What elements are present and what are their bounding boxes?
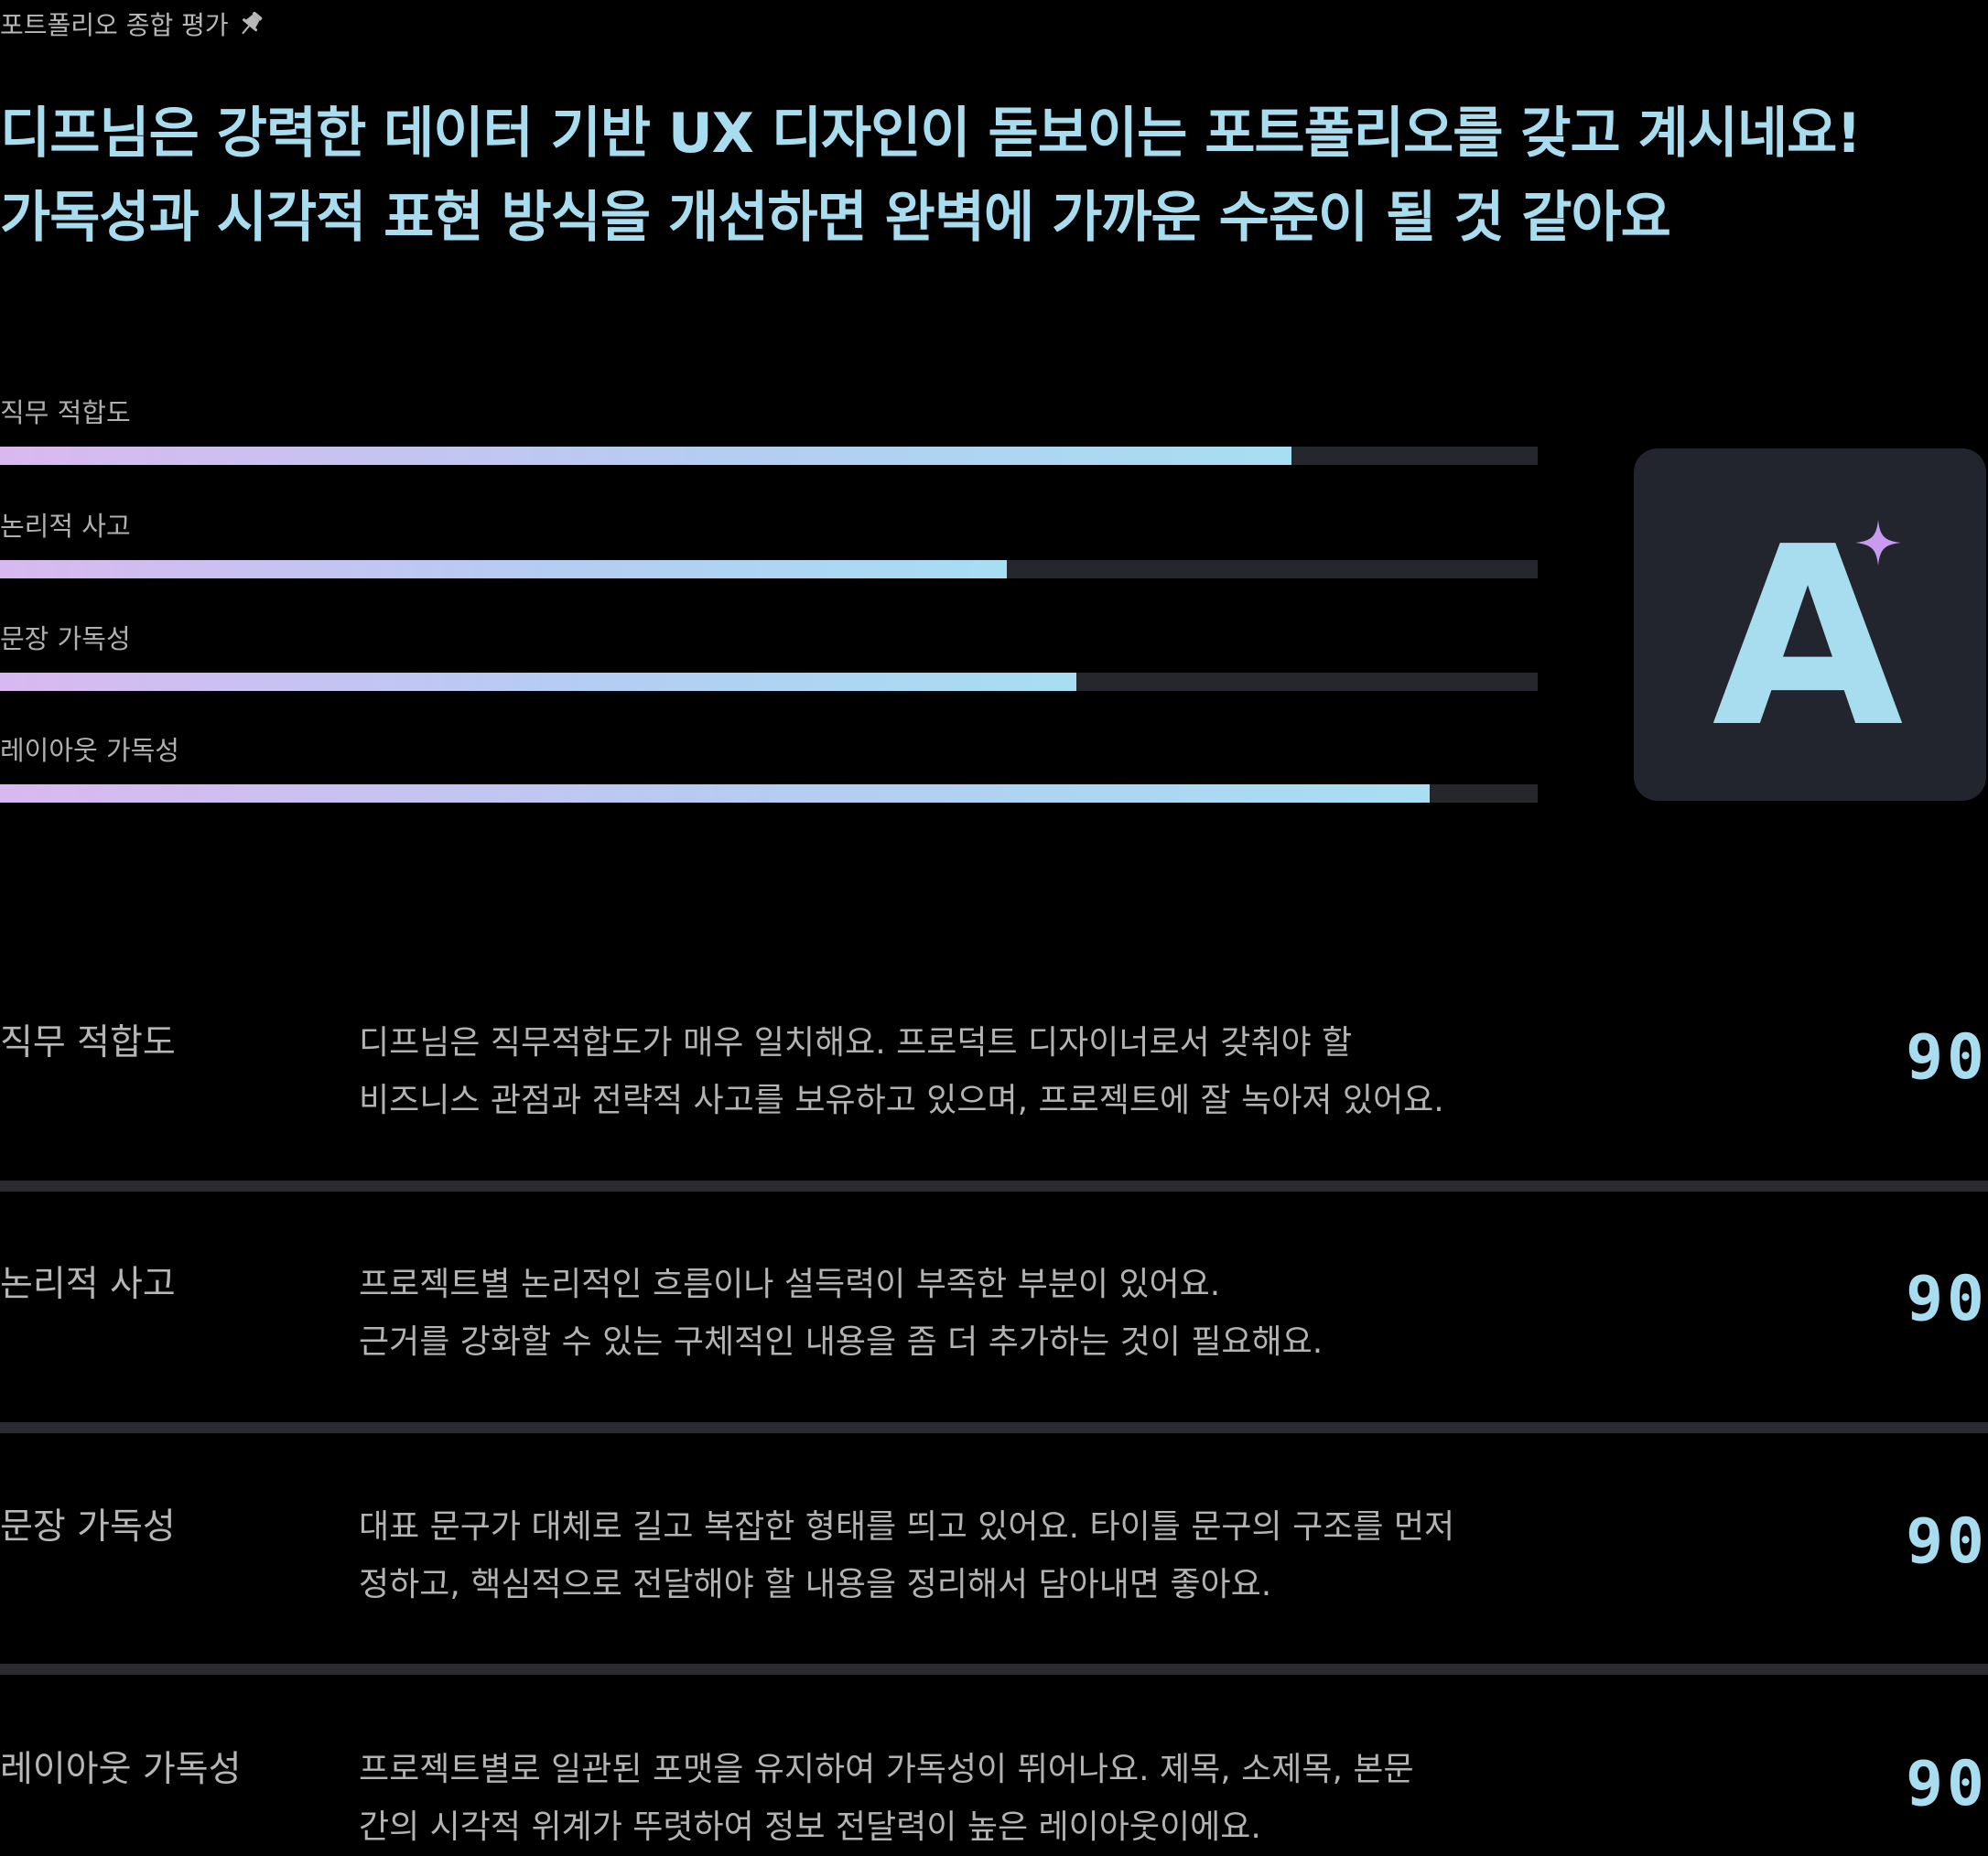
evaluation-description-line: 프로젝트별로 일관된 포맷을 유지하여 가독성이 뛰어나요. 제목, 소제목, … [359,1751,1414,1788]
metric-label: 논리적 사고 [0,511,131,542]
evaluation-description-line: 대표 문구가 대체로 길고 복잡한 형태를 띄고 있어요. 타이틀 문구의 구조… [359,1508,1455,1546]
evaluation-description-line: 근거를 강화할 수 있는 구체적인 내용을 좀 더 추가하는 것이 필요해요. [359,1323,1324,1361]
section-label: 포트폴리오 종합 평가 [0,5,267,42]
metric-fill [0,447,1292,465]
metric-fill [0,784,1431,803]
evaluation-title: 문장 가독성 [0,1506,176,1548]
metric-track [0,447,1538,465]
section-label-text: 포트폴리오 종합 평가 [0,10,229,40]
evaluation-description-line: 디프님은 직무적합도가 매우 일치해요. 프로덕트 디자이너로서 갖춰야 할 [359,1024,1353,1062]
pin-icon [234,7,267,40]
metric-fill [0,673,1076,691]
evaluation-score: 90 [1906,1263,1988,1335]
evaluation-description-line: 프로젝트별 논리적인 흐름이나 설득력이 부족한 부분이 있어요. [359,1266,1221,1303]
evaluation-description-line: 정하고, 핵심적으로 전달해야 할 내용을 정리해서 담아내면 좋아요. [359,1566,1272,1603]
divider [0,1664,1988,1675]
evaluation-title: 논리적 사고 [0,1264,176,1305]
evaluation-score: 90 [1906,1505,1988,1578]
metric-label: 문장 가독성 [0,623,131,654]
headline-line-1: 디프님은 강력한 데이터 기반 UX 디자인이 돋보이는 포트폴리오를 갖고 계… [0,102,1862,166]
metric-label: 직무 적합도 [0,397,131,428]
metric-track [0,560,1538,578]
metric-fill [0,560,1008,578]
evaluation-description-line: 간의 시각적 위계가 뚜렷하여 정보 전달력이 높은 레이아웃이에요. [359,1808,1261,1846]
metric-label: 레이아웃 가독성 [0,735,179,766]
metric-track [0,784,1538,803]
sparkle-icon [1855,520,1901,566]
evaluation-title: 레이아웃 가독성 [0,1749,242,1790]
evaluation-description-line: 비즈니스 관점과 전략적 사고를 보유하고 있으며, 프로젝트에 잘 녹아져 있… [359,1082,1444,1119]
grade-card: A [1634,448,1986,801]
headline-line-2: 가독성과 시각적 표현 방식을 개선하면 완벽에 가까운 수준이 될 것 같아요 [0,186,1671,250]
divider [0,1181,1988,1192]
evaluation-description: 프로젝트별 논리적인 흐름이나 설득력이 부족한 부분이 있어요. 근거를 강화… [359,1256,1576,1371]
evaluation-description: 디프님은 직무적합도가 매우 일치해요. 프로덕트 디자이너로서 갖춰야 할 비… [359,1014,1576,1129]
evaluation-score: 90 [1906,1021,1988,1094]
evaluation-score: 90 [1906,1748,1988,1820]
headline: 디프님은 강력한 데이터 기반 UX 디자인이 돋보이는 포트폴리오를 갖고 계… [0,92,1988,260]
evaluation-description: 대표 문구가 대체로 길고 복잡한 형태를 띄고 있어요. 타이틀 문구의 구조… [359,1498,1576,1613]
divider [0,1422,1988,1433]
evaluation-title: 직무 적합도 [0,1022,176,1063]
evaluation-description: 프로젝트별로 일관된 포맷을 유지하여 가독성이 뛰어나요. 제목, 소제목, … [359,1741,1576,1856]
metric-track [0,673,1538,691]
